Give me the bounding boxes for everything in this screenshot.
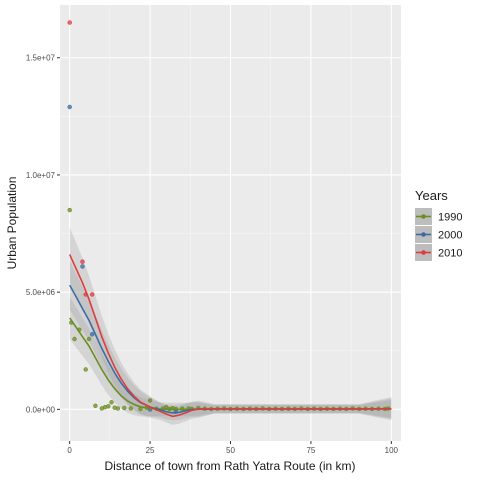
point-1990 — [147, 398, 153, 403]
x-axis-title: Distance of town from Rath Yatra Route (… — [105, 459, 356, 473]
legend-title: Years — [415, 188, 448, 203]
point-1990 — [115, 406, 121, 411]
x-tick-label: 50 — [226, 446, 235, 455]
x-tick-label: 0 — [67, 446, 72, 455]
point-1990 — [83, 367, 88, 372]
axes: 0 25 50 75 100 0.0e+00 5.0e+06 1.0e+07 1.5e+07 — [26, 54, 399, 455]
point-1990 — [93, 403, 98, 408]
y-tick-label: 0.0e+00 — [26, 405, 56, 414]
legend-key-point-2000 — [421, 232, 426, 237]
point-1990 — [109, 400, 114, 405]
point-1990 — [72, 336, 77, 342]
confidence-bands — [69, 227, 392, 425]
band-1990 — [69, 296, 392, 418]
legend-key-point-1990 — [421, 214, 426, 219]
y-tick-label: 1.0e+07 — [26, 171, 56, 180]
x-tick-label: 25 — [146, 446, 155, 455]
point-2000 — [67, 104, 72, 110]
y-tick-label: 1.5e+07 — [26, 54, 56, 63]
y-axis-title: Urban Population — [5, 177, 19, 270]
x-tick-label: 100 — [385, 446, 399, 455]
point-1990 — [128, 406, 134, 411]
band-2010 — [69, 227, 392, 425]
legend-key-point-2010 — [421, 250, 426, 255]
legend-label-1990: 1990 — [438, 212, 462, 224]
line-2010 — [68, 254, 392, 418]
smooth-lines — [68, 254, 392, 418]
point-1990 — [106, 404, 111, 409]
point-2010 — [67, 20, 72, 25]
point-1990 — [86, 336, 92, 342]
point-2010 — [80, 259, 85, 264]
point-1990 — [67, 207, 72, 213]
point-2010 — [89, 292, 95, 297]
legend-label-2010: 2010 — [438, 248, 462, 260]
point-2000 — [80, 264, 85, 269]
point-1990 — [122, 405, 127, 411]
y-tick-label: 5.0e+06 — [26, 288, 56, 297]
legend: Years 1990 2000 2010 — [415, 188, 462, 261]
x-tick-label: 75 — [306, 446, 315, 455]
point-2000 — [89, 332, 95, 337]
legend-label-2000: 2000 — [438, 230, 462, 242]
